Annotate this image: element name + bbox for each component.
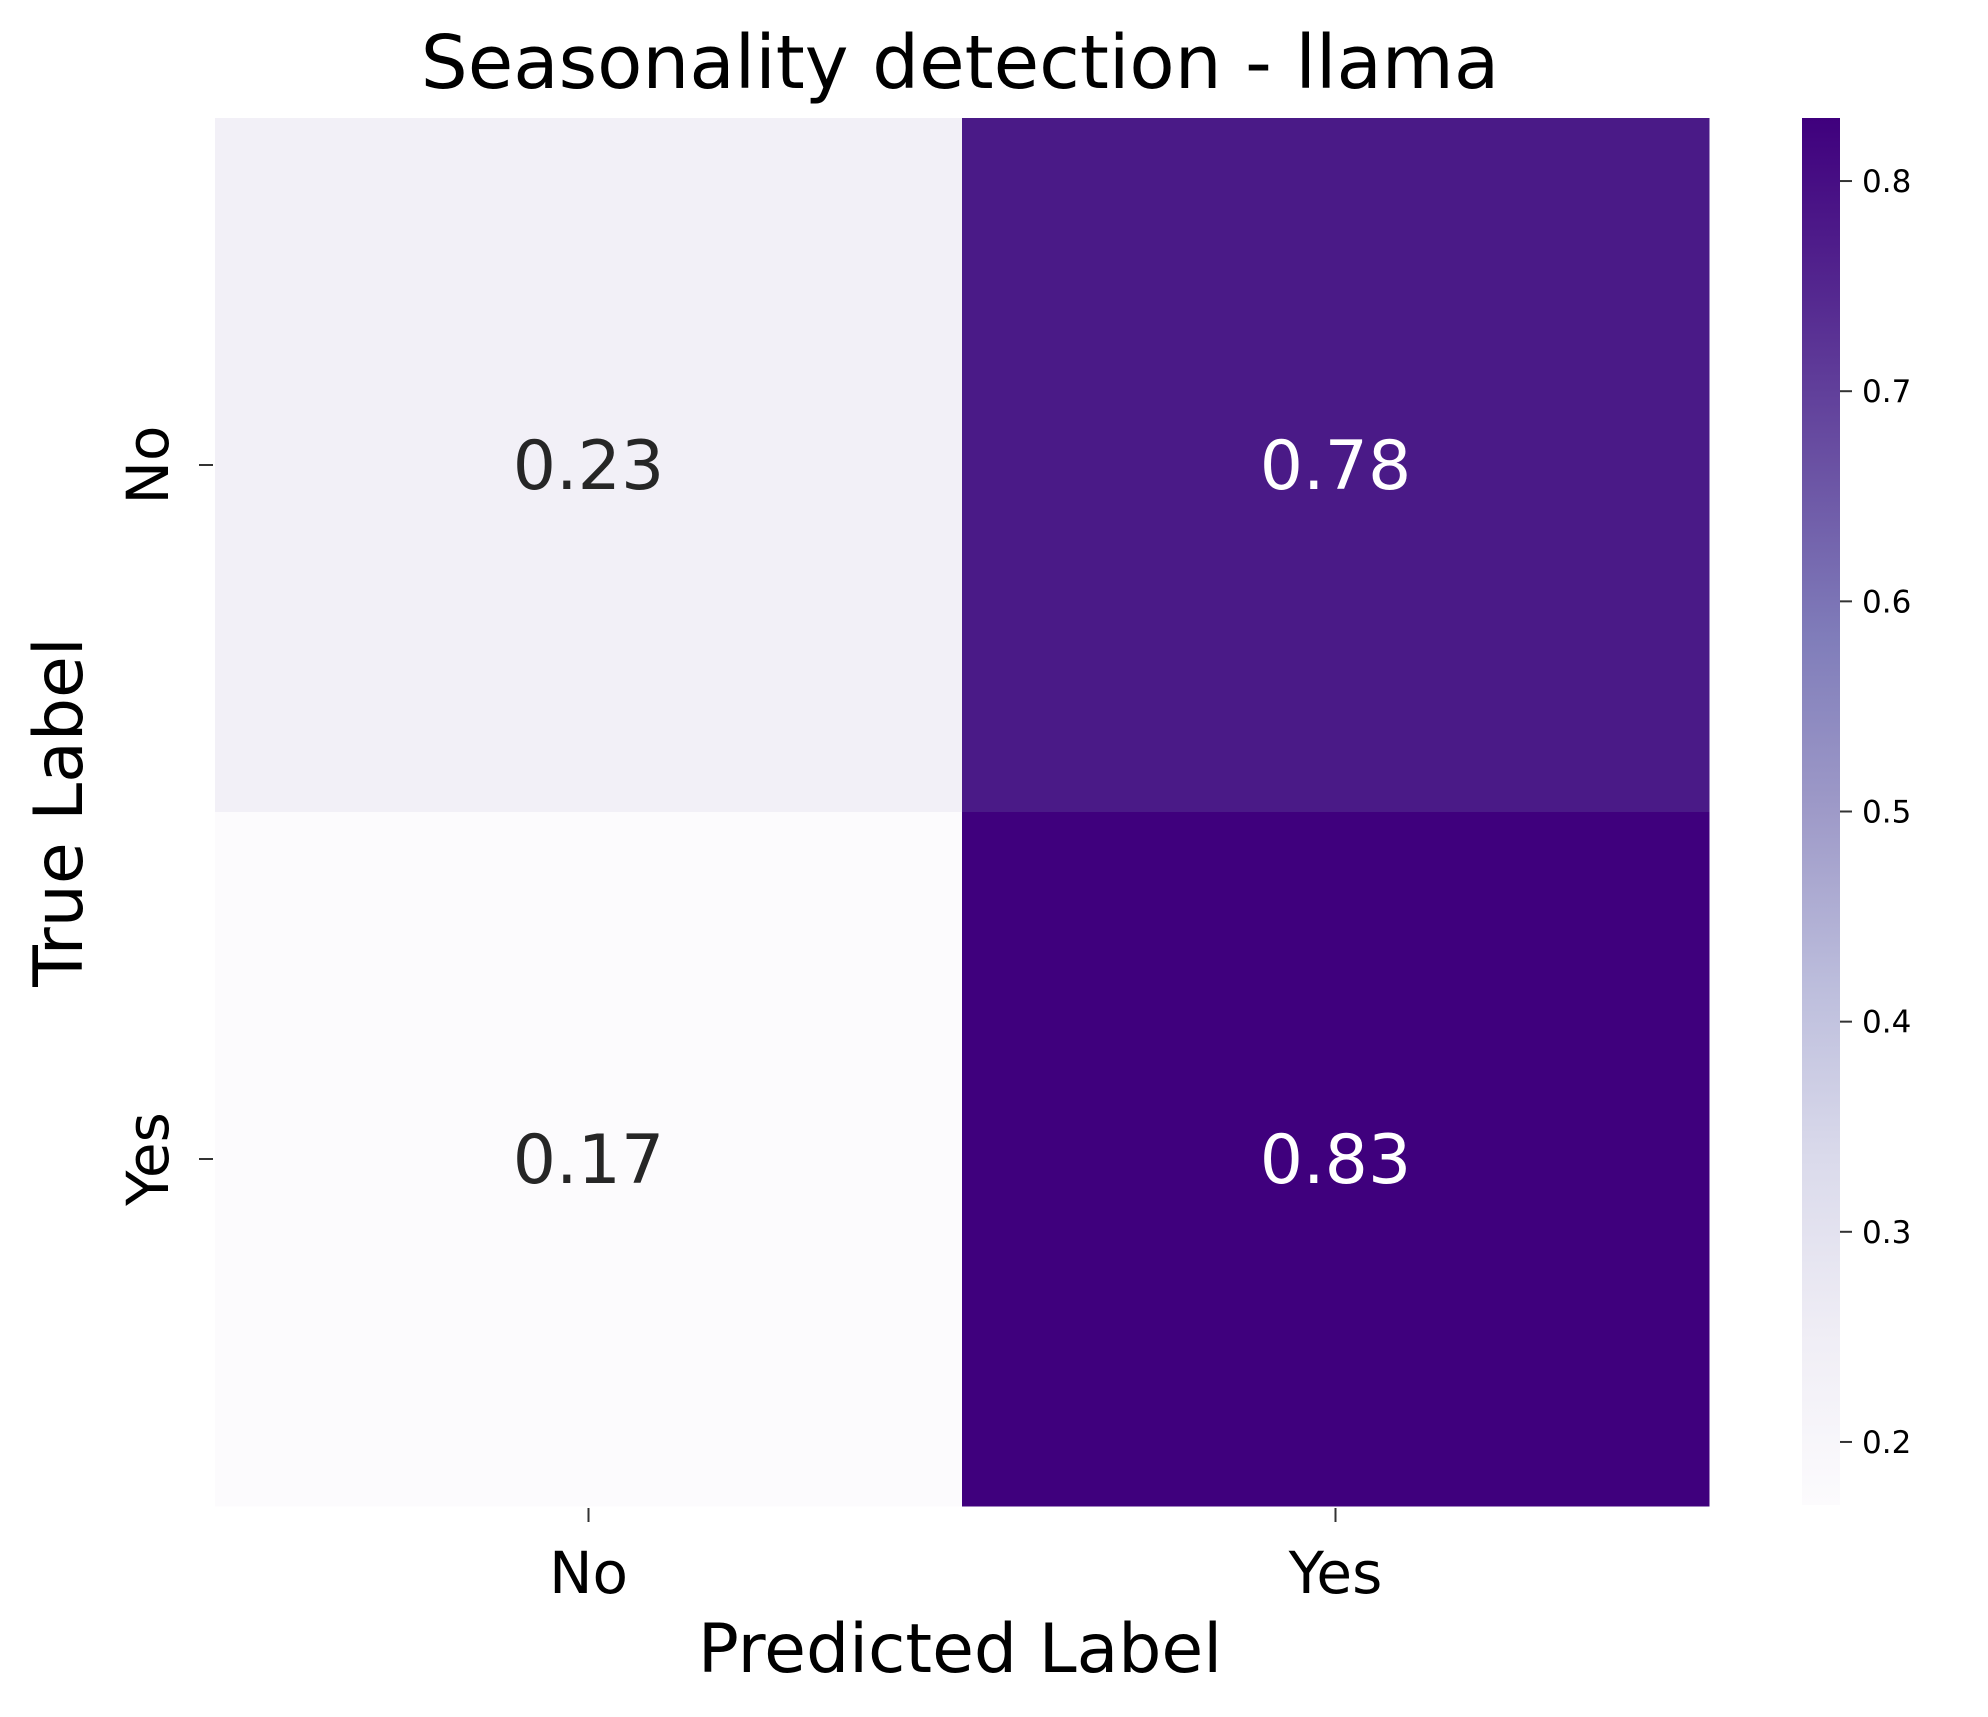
cell-value-label: 0.23 [513,427,664,506]
y-tick-label: Yes [114,1112,182,1207]
y-axis-label: True Label [20,637,99,988]
heatmap-cell [215,118,963,813]
colorbar-tick-label: 0.4 [1862,1005,1911,1041]
colorbar-tick-label: 0.3 [1862,1215,1911,1251]
colorbar-tick-label: 0.6 [1862,584,1911,620]
x-tick-label: No [549,1539,628,1607]
x-tick-label: Yes [1288,1539,1383,1607]
heatmap-cell-labels: 0.23 0.78 0.17 0.83 [513,427,1411,1200]
cell-value-label: 0.78 [1260,427,1411,506]
colorbar-tick-label: 0.7 [1862,374,1911,410]
heatmap-cell [215,812,963,1507]
cell-value-label: 0.83 [1260,1121,1411,1200]
cell-value-label: 0.17 [513,1121,664,1200]
x-axis-label: Predicted Label [698,1610,1222,1689]
y-tick-label: No [114,426,182,505]
x-axis-ticks: No Yes [549,1508,1382,1607]
colorbar-tick-label: 0.5 [1862,795,1911,831]
y-axis-ticks: No Yes [114,426,213,1207]
heatmap-cells [215,118,1710,1507]
colorbar-tick-label: 0.8 [1862,164,1911,200]
heatmap-cell [962,118,1710,813]
colorbar-tick-label: 0.2 [1862,1425,1911,1461]
chart-title: Seasonality detection - llama [421,20,1500,106]
colorbar [1802,118,1840,1505]
colorbar-ticks: 0.2 0.3 0.4 0.5 0.6 0.7 0.8 [1840,164,1911,1461]
heatmap-cell [962,812,1710,1507]
